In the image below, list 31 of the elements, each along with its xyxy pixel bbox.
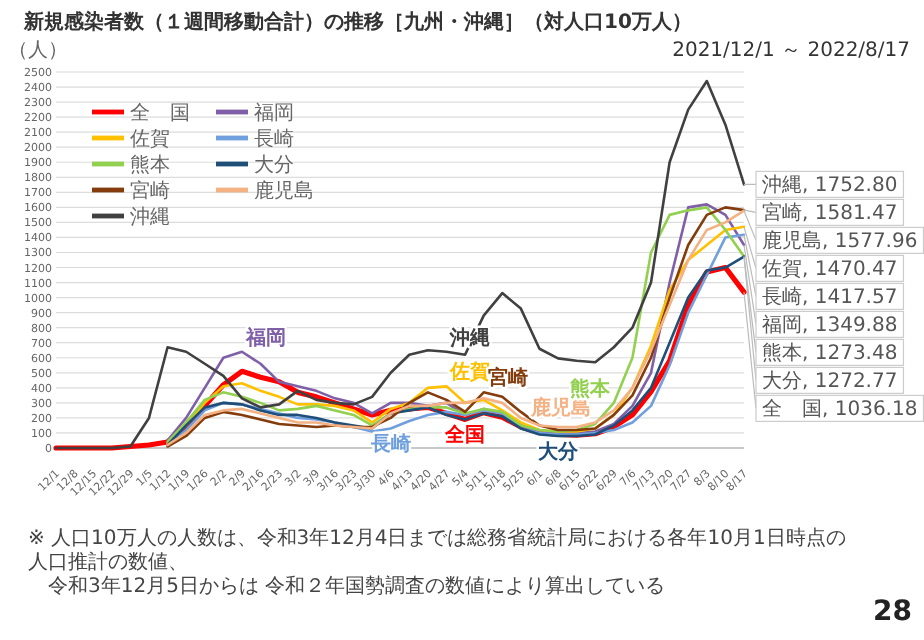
annotation: 福岡 bbox=[243, 325, 286, 350]
annotation: 宮崎 bbox=[487, 366, 528, 391]
legend-label: 鹿児島 bbox=[254, 179, 314, 203]
data-label: 長崎, 1417.57 bbox=[762, 285, 898, 310]
y-axis-title: （人） bbox=[8, 40, 68, 62]
text: ※ 人口10万人の人数は、令和3年12月4日までは総務省統計局における各年10月1日時点の人口推計の数値、 bbox=[28, 528, 848, 575]
legend-label: 沖縄 bbox=[130, 205, 170, 229]
annotation: 全国 bbox=[443, 423, 486, 448]
text: 28 bbox=[873, 596, 912, 628]
data-label: 福岡, 1349.88 bbox=[762, 313, 898, 338]
annotation: 佐賀 bbox=[448, 360, 491, 385]
legend-label: 福岡 bbox=[254, 101, 294, 125]
data-label: 大分, 1272.77 bbox=[762, 369, 898, 394]
legend-label: 佐賀 bbox=[130, 127, 170, 151]
legend-label: 全 国 bbox=[130, 101, 190, 125]
data-label: 宮崎, 1581.47 bbox=[762, 201, 898, 226]
text: 令和3年12月5日からは 令和２年国勢調査の数値により算出している bbox=[46, 576, 668, 600]
text: 2021/12/1 ～ 2022/8/17 bbox=[672, 40, 910, 62]
chart-title: 新規感染者数（１週間移動合計）の推移［九州・沖縄］（対人口10万人） bbox=[22, 10, 692, 34]
annotation: 長崎 bbox=[368, 432, 411, 457]
data-label: 鹿児島, 1577.96 bbox=[762, 229, 918, 254]
data-label: 全 国, 1036.18 bbox=[762, 397, 918, 422]
legend-label: 長崎 bbox=[254, 127, 294, 151]
data-label: 沖縄, 1752.80 bbox=[762, 173, 898, 198]
legend-label: 大分 bbox=[254, 153, 294, 177]
annotation: 大分 bbox=[536, 439, 581, 464]
legend-label: 熊本 bbox=[130, 153, 170, 177]
data-label: 佐賀, 1470.47 bbox=[762, 257, 898, 282]
data-label: 熊本, 1273.48 bbox=[762, 341, 898, 366]
annotation: 熊本 bbox=[569, 376, 612, 401]
legend-label: 宮崎 bbox=[130, 179, 170, 203]
